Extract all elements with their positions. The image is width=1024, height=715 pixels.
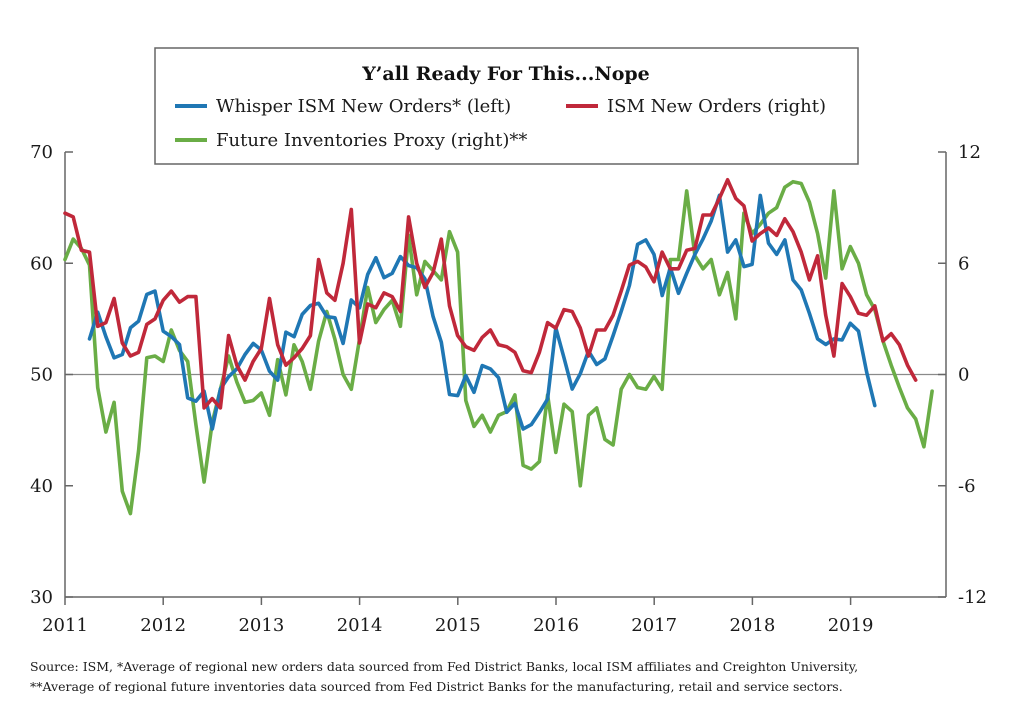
left-tick-label: 60 bbox=[30, 253, 53, 274]
x-tick-label: 2016 bbox=[533, 615, 579, 636]
source-note: Source: ISM, *Average of regional new or… bbox=[30, 657, 1010, 697]
series-line-whisper bbox=[87, 193, 877, 431]
x-tick-label: 2019 bbox=[828, 615, 874, 636]
source-line-1: Source: ISM, *Average of regional new or… bbox=[30, 659, 859, 674]
x-tick-label: 2017 bbox=[631, 615, 677, 636]
left-tick-label: 50 bbox=[30, 365, 53, 386]
legend-label-future: Future Inventories Proxy (right)** bbox=[216, 130, 527, 151]
x-tick-label: 2011 bbox=[42, 615, 88, 636]
source-line-2: **Average of regional future inventories… bbox=[30, 679, 843, 694]
right-tick-label: 12 bbox=[958, 142, 981, 163]
x-tick-label: 2015 bbox=[435, 615, 481, 636]
series-lines bbox=[63, 178, 934, 516]
series-line-future bbox=[63, 179, 934, 516]
x-tick-label: 2018 bbox=[729, 615, 775, 636]
series-line-ism bbox=[63, 178, 918, 410]
legend: Y’all Ready For This...Nope Whisper ISM … bbox=[154, 47, 859, 165]
left-tick-label: 70 bbox=[30, 142, 53, 163]
right-tick-label: -12 bbox=[958, 587, 987, 608]
right-tick-label: -6 bbox=[958, 476, 976, 497]
left-tick-label: 40 bbox=[30, 476, 53, 497]
x-tick-label: 2012 bbox=[140, 615, 186, 636]
legend-label-whisper: Whisper ISM New Orders* (left) bbox=[216, 96, 511, 117]
chart-title: Y’all Ready For This...Nope bbox=[361, 63, 650, 85]
x-tick-label: 2014 bbox=[337, 615, 383, 636]
right-tick-label: 0 bbox=[958, 365, 969, 386]
x-tick-label: 2013 bbox=[238, 615, 284, 636]
legend-label-ism: ISM New Orders (right) bbox=[607, 96, 826, 117]
left-tick-label: 30 bbox=[30, 587, 53, 608]
legend-box bbox=[154, 47, 859, 165]
right-tick-label: 6 bbox=[958, 253, 969, 274]
